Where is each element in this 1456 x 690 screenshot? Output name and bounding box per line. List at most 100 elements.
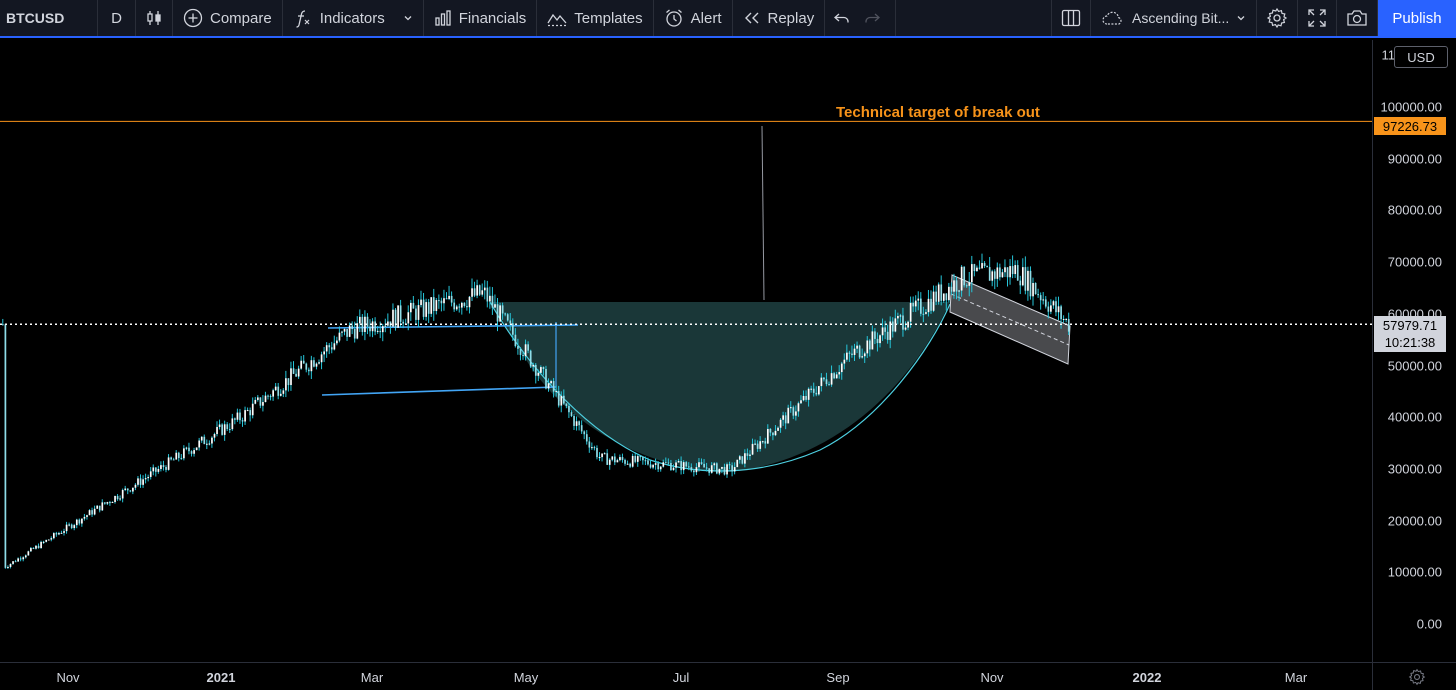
indicators-button[interactable]: Indicators: [283, 0, 424, 36]
candle-body: [81, 518, 83, 524]
candle: [144, 473, 147, 484]
candle: [285, 370, 287, 398]
candle-body: [636, 456, 639, 462]
candle-body: [573, 416, 575, 426]
candle: [828, 381, 830, 386]
candle: [1067, 312, 1070, 335]
snapshot-button[interactable]: [1337, 0, 1378, 36]
candle-body: [200, 436, 203, 441]
time-axis[interactable]: Nov 2021 Mar May Jul Sep Nov 2022 Mar: [0, 662, 1372, 690]
candle-body: [971, 264, 973, 283]
candle-body: [634, 455, 637, 462]
interval-button[interactable]: D: [98, 0, 136, 36]
candle: [965, 283, 968, 288]
templates-button[interactable]: Templates: [537, 0, 654, 36]
candle-body: [325, 345, 328, 352]
candle: [575, 416, 578, 431]
candle: [1014, 260, 1017, 278]
candle: [853, 343, 856, 361]
candle: [619, 454, 621, 462]
flag-midline: [950, 293, 1070, 346]
price-chart[interactable]: [0, 40, 1372, 662]
candle-body: [425, 302, 427, 317]
candle: [343, 328, 346, 336]
candle-body: [657, 463, 660, 470]
candle-body: [4, 324, 7, 568]
layout-select-button[interactable]: [1051, 0, 1091, 36]
candle-body: [359, 316, 361, 324]
candle-body: [718, 468, 721, 474]
candle-body: [152, 467, 155, 472]
chart-type-button[interactable]: [136, 0, 173, 36]
candle: [981, 253, 983, 269]
candle: [517, 338, 519, 355]
candle-body: [211, 437, 213, 444]
candle-body: [565, 403, 568, 406]
candle-body: [387, 321, 389, 326]
settings-button[interactable]: [1257, 0, 1298, 36]
candle: [109, 500, 111, 506]
financials-button[interactable]: Financials: [424, 0, 538, 36]
candle-body: [246, 410, 249, 412]
candle-body: [611, 456, 614, 460]
candle-body: [336, 340, 338, 344]
candle: [1006, 267, 1009, 287]
candle: [713, 462, 716, 470]
candle-body: [341, 331, 343, 333]
price-tick: 90000.00: [1387, 151, 1442, 167]
candle-body: [134, 484, 137, 488]
candle-body: [491, 295, 494, 308]
candle-body: [601, 453, 603, 458]
alert-button[interactable]: Alert: [654, 0, 733, 36]
candle: [555, 385, 558, 397]
candle: [486, 280, 489, 308]
candle: [172, 457, 175, 461]
candle: [282, 388, 285, 398]
time-tick: Sep: [826, 670, 850, 685]
compare-button[interactable]: Compare: [173, 0, 283, 36]
candle: [665, 457, 667, 464]
candle: [91, 507, 93, 517]
candle: [912, 296, 915, 313]
candle: [1016, 260, 1019, 281]
replay-button[interactable]: Replay: [733, 0, 826, 36]
candle-body: [364, 316, 366, 332]
candle-body: [619, 457, 621, 461]
candle: [223, 420, 226, 441]
candle-body: [986, 266, 988, 268]
price-axis[interactable]: 110000.00100000.0090000.0080000.0070000.…: [1372, 40, 1456, 662]
candle-body: [412, 302, 415, 309]
candle-body: [942, 293, 945, 301]
symbol-search[interactable]: BTCUSD: [0, 0, 98, 36]
candle-body: [512, 323, 514, 335]
candle: [777, 426, 779, 431]
candle-body: [384, 325, 387, 327]
bar-chart-icon: [434, 9, 452, 27]
candle: [106, 501, 109, 506]
candle-body: [19, 558, 22, 560]
candle-body: [858, 345, 861, 358]
candle-body: [504, 313, 507, 315]
candle: [152, 464, 155, 476]
candle: [749, 450, 751, 460]
candle: [461, 301, 463, 315]
candle-body: [524, 344, 527, 357]
candle: [708, 468, 711, 476]
axis-settings-icon[interactable]: [1408, 668, 1426, 690]
publish-button[interactable]: Publish: [1378, 0, 1456, 36]
save-layout-button[interactable]: Ascending Bit...: [1091, 0, 1257, 36]
undo-icon[interactable]: [833, 10, 851, 26]
candle: [1042, 291, 1045, 305]
fullscreen-button[interactable]: [1298, 0, 1337, 36]
candle-body: [537, 372, 540, 376]
candle-body: [1039, 295, 1042, 301]
candle-body: [578, 421, 580, 426]
currency-button[interactable]: USD: [1394, 46, 1448, 68]
redo-icon[interactable]: [863, 10, 881, 26]
symbol-label: BTCUSD: [6, 10, 65, 26]
candle: [381, 323, 384, 342]
candle: [504, 312, 507, 317]
candle-body: [330, 347, 333, 350]
candle: [160, 461, 162, 472]
candle: [682, 460, 685, 475]
